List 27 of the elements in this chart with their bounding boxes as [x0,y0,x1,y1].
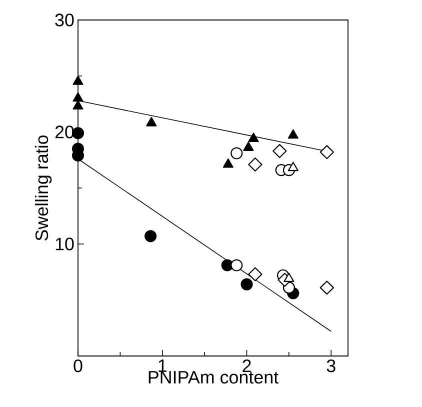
point [248,132,259,142]
point [222,158,234,168]
y-tick-label: 10 [56,238,74,250]
point [288,129,298,139]
point [284,272,294,282]
x-tick-label: 0 [74,360,82,372]
point [243,142,254,151]
point [320,145,334,160]
x-tick-label: 2 [242,360,251,372]
point [248,157,262,172]
y-tick-label: 30 [55,14,74,26]
point [230,259,243,272]
point [248,267,262,282]
point [320,280,334,295]
point [272,144,287,158]
point [288,162,298,172]
point [72,92,84,102]
point [230,147,243,160]
point [240,278,253,290]
x-tick-label: 1 [158,360,166,372]
y-axis-title: Swelling ratio [34,135,52,241]
x-tick-label: 3 [326,360,336,372]
point [144,230,157,242]
x-axis-title: PNIPAm content [148,371,278,384]
point [146,117,157,126]
point [72,76,84,85]
point [72,100,84,110]
